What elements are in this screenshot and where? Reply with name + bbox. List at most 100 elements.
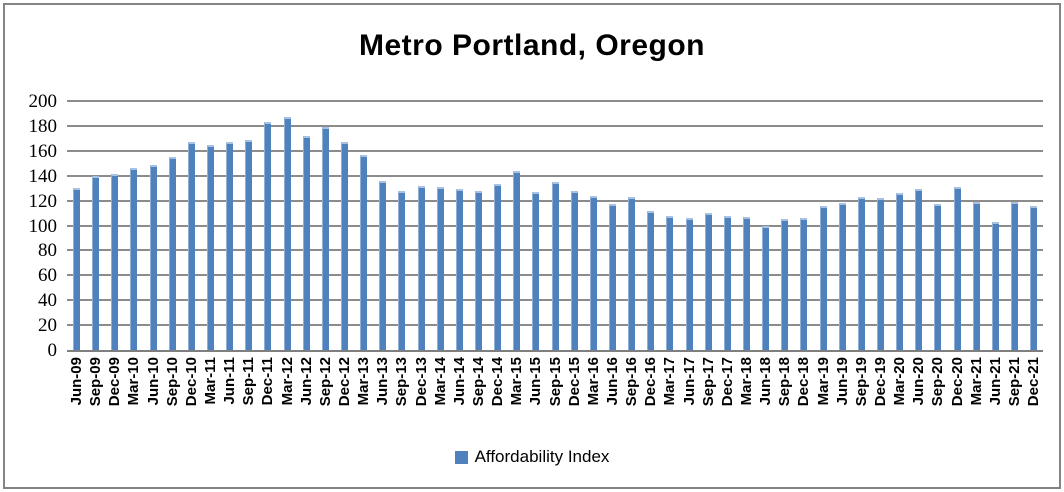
y-tick-label: 80	[38, 240, 57, 262]
bar-Sep-18	[781, 219, 789, 350]
bar-Mar-11	[207, 144, 215, 350]
bar-Sep-12	[321, 127, 329, 350]
y-tick-label: 100	[28, 215, 58, 237]
x-tick-label: Jun-15	[527, 357, 545, 406]
bar-slot	[584, 101, 603, 350]
x-tick-label: Mar-12	[278, 357, 296, 406]
x-tick-label: Jun-12	[297, 357, 315, 406]
bar-slot	[737, 101, 756, 350]
bar-Sep-19	[857, 196, 865, 350]
bar-Sep-10	[168, 157, 176, 350]
x-axis-labels: Jun-09 Sep-09 Dec-09 Mar-10 Jun-10 Sep-10 Dec-…	[67, 357, 1043, 441]
x-tick-label: Jun-13	[374, 357, 392, 406]
x-tick-label: Mar-19	[814, 357, 832, 406]
x-tick-label: Mar-11	[202, 357, 220, 405]
bar-slot	[909, 101, 928, 350]
bar-slot	[890, 101, 909, 350]
gridline	[67, 149, 1043, 152]
bar-slot	[278, 101, 297, 350]
bar-Mar-19	[819, 205, 827, 350]
x-tick-label: Mar-14	[431, 357, 449, 406]
bar-slot	[967, 101, 986, 350]
y-tick-label: 160	[28, 140, 58, 162]
x-tick-label: Sep-20	[929, 357, 947, 407]
x-tick-label: Mar-13	[355, 357, 373, 406]
bar-Jun-09	[73, 188, 81, 350]
bar-slot	[488, 101, 507, 350]
x-tick-label: Dec-12	[336, 357, 354, 407]
x-tick-label: Sep-16	[623, 357, 641, 407]
x-tick-label: Jun-09	[68, 357, 86, 406]
bar-Jun-12	[302, 135, 310, 350]
bar-Mar-16	[589, 195, 597, 350]
bar-Mar-12	[283, 117, 291, 350]
bar-slot	[680, 101, 699, 350]
y-tick-label: 20	[38, 315, 57, 337]
y-tick-label: 120	[28, 190, 58, 212]
bar-slot	[546, 101, 565, 350]
x-tick-label: Jun-14	[450, 357, 468, 406]
x-tick-label: Sep-12	[316, 357, 334, 407]
x-tick-label: Jun-20	[910, 357, 928, 406]
bar-Jun-14	[455, 189, 463, 350]
bar-Mar-15	[513, 170, 521, 350]
legend-label: Affordability Index	[474, 447, 610, 466]
bar-Mar-20	[896, 193, 904, 350]
bar-slot	[412, 101, 431, 350]
bar-slot	[986, 101, 1005, 350]
bar-slot	[794, 101, 813, 350]
bar-slot	[947, 101, 966, 350]
bar-slot	[852, 101, 871, 350]
x-tick-label: Sep-11	[240, 357, 258, 406]
bar-Sep-20	[934, 204, 942, 350]
x-tick-label: Sep-09	[87, 357, 105, 407]
y-tick-label: 60	[38, 265, 57, 287]
x-tick-label: Jun-21	[986, 357, 1004, 406]
x-tick-label: Dec-18	[795, 357, 813, 407]
bar-slot	[469, 101, 488, 350]
bar-slot	[603, 101, 622, 350]
x-tick-label: Jun-11	[221, 357, 239, 405]
x-tick-label: Mar-16	[584, 357, 602, 406]
x-tick-label: Jun-17	[680, 357, 698, 406]
bar-Jun-16	[609, 204, 616, 350]
bar-Dec-21	[1030, 205, 1038, 350]
bar-Sep-14	[475, 190, 483, 350]
bar-Sep-16	[628, 196, 636, 350]
bar-Mar-13	[360, 154, 368, 350]
bar-Jun-13	[379, 180, 387, 350]
bar-Mar-17	[666, 215, 674, 350]
bar-slot	[373, 101, 392, 350]
bar-Mar-10	[130, 168, 138, 350]
bar-Mar-21	[972, 201, 980, 350]
bar-Sep-11	[245, 139, 253, 350]
bar-Jun-20	[915, 189, 923, 350]
x-tick-label: Dec-14	[489, 357, 507, 407]
x-tick-label: Jun-16	[604, 357, 621, 406]
bar-slot	[565, 101, 584, 350]
bar-Jun-21	[991, 221, 999, 350]
bar-Dec-13	[417, 185, 425, 350]
x-tick-label: Mar-10	[125, 357, 143, 406]
bar-slot	[124, 101, 143, 350]
bar-Sep-21	[1010, 201, 1018, 350]
bar-slot	[335, 101, 354, 350]
x-tick-label: Mar-15	[508, 357, 526, 406]
bar-Sep-13	[398, 190, 406, 350]
x-tick-label: Dec-11	[259, 357, 277, 406]
bar-Mar-18	[742, 216, 750, 350]
bar-Jun-11	[226, 142, 234, 350]
legend-swatch-icon	[454, 450, 468, 464]
x-tick-label: Sep-10	[163, 357, 181, 407]
bar-slot	[67, 101, 86, 350]
bar-slot	[163, 101, 182, 350]
bar-slot	[1024, 101, 1043, 350]
x-tick-label: Dec-13	[412, 357, 430, 407]
bar-slot	[507, 101, 526, 350]
x-tick-label: Jun-18	[757, 357, 775, 406]
x-tick-label: Sep-15	[546, 357, 564, 407]
y-tick-label: 180	[28, 115, 58, 137]
x-tick-label: Dec-19	[871, 357, 889, 407]
bar-Dec-17	[723, 215, 731, 350]
bars-container	[67, 101, 1043, 350]
